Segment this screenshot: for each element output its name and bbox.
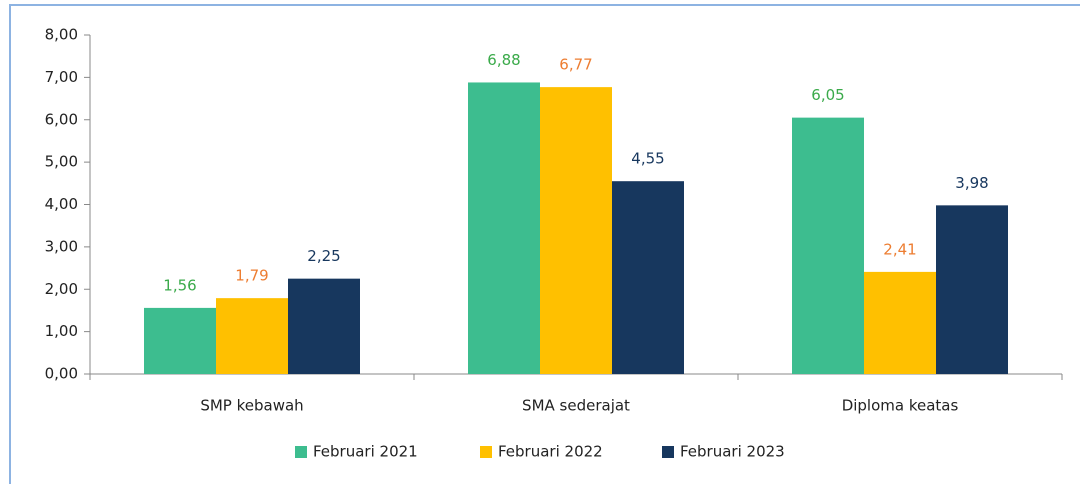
- legend-swatch: [480, 446, 492, 458]
- legend-label: Februari 2023: [680, 443, 785, 461]
- value-label: 2,25: [307, 247, 340, 265]
- y-tick-label: 7,00: [45, 68, 78, 86]
- value-label: 4,55: [631, 150, 664, 168]
- y-tick-label: 2,00: [45, 280, 78, 298]
- x-tick-label: Diploma keatas: [842, 397, 959, 415]
- bar: [540, 87, 612, 374]
- y-tick-label: 1,00: [45, 322, 78, 340]
- legend-swatch: [662, 446, 674, 458]
- bar: [288, 278, 360, 374]
- bar: [216, 298, 288, 374]
- value-label: 1,79: [235, 267, 268, 285]
- x-tick-label: SMA sederajat: [522, 397, 630, 415]
- legend-label: Februari 2022: [498, 443, 603, 461]
- y-tick-label: 0,00: [45, 365, 78, 383]
- y-tick-label: 4,00: [45, 195, 78, 213]
- y-tick-label: 8,00: [45, 26, 78, 44]
- bar: [612, 181, 684, 374]
- value-label: 1,56: [163, 276, 196, 294]
- bar: [144, 307, 216, 374]
- value-label: 6,88: [487, 51, 520, 69]
- y-tick-label: 3,00: [45, 237, 78, 255]
- bar: [864, 271, 936, 374]
- bar: [468, 82, 540, 375]
- value-label: 2,41: [883, 240, 916, 258]
- bar: [792, 117, 864, 374]
- y-tick-label: 6,00: [45, 110, 78, 128]
- value-label: 3,98: [955, 174, 988, 192]
- value-label: 6,77: [559, 56, 592, 74]
- value-label: 6,05: [811, 86, 844, 104]
- y-tick-label: 5,00: [45, 153, 78, 171]
- frame: [9, 4, 1080, 484]
- legend-label: Februari 2021: [313, 443, 418, 461]
- legend-swatch: [295, 446, 307, 458]
- bar: [936, 205, 1008, 374]
- x-tick-label: SMP kebawah: [200, 397, 303, 415]
